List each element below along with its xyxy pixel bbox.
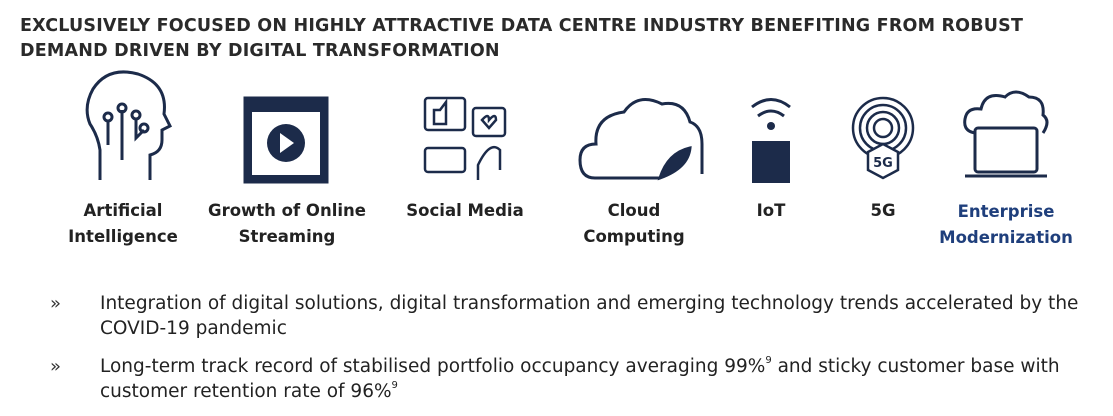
title-line: EXCLUSIVELY FOCUSED ON HIGHLY ATTRACTIVE… <box>20 16 1024 36</box>
bullet-text: Integration of digital solutions, digita… <box>100 291 1105 341</box>
icons: 5G <box>85 70 1049 184</box>
label-line: Artificial <box>83 201 163 220</box>
social-media-icon <box>423 96 507 180</box>
label-line: Computing <box>583 227 685 246</box>
label-line: IoT <box>756 201 786 220</box>
bullet-text: Long-term track record of stabilised por… <box>100 354 1105 404</box>
driver-label: 5G <box>788 198 978 224</box>
text: Long-term track record of stabilised por… <box>100 356 766 377</box>
label-line: Modernization <box>939 228 1073 247</box>
label-line: Growth of Online <box>208 201 366 220</box>
footnote-ref: 9 <box>391 380 398 391</box>
enterprise-icon <box>963 90 1049 178</box>
driver-label: Artificial Intelligence <box>28 198 218 250</box>
driver-label: Cloud Computing <box>539 198 729 250</box>
label-line: Intelligence <box>68 227 178 246</box>
title-line: DEMAND DRIVEN BY DIGITAL TRANSFORMATION <box>20 41 500 61</box>
driver-label: Enterprise Modernization <box>911 199 1101 251</box>
footnote-ref: 9 <box>765 355 772 366</box>
bullet-marker: » <box>50 293 62 314</box>
text: Integration of digital solutions, digita… <box>100 293 1079 339</box>
driver-label: Social Media <box>370 198 560 224</box>
label-line: Cloud <box>607 201 661 220</box>
text: and sticky customer base with customer r… <box>100 356 1060 402</box>
streaming-icon <box>243 96 329 184</box>
driver-label: Growth of Online Streaming <box>192 198 382 250</box>
label-line: Enterprise <box>957 202 1055 221</box>
title: EXCLUSIVELY FOCUSED ON HIGHLY ATTRACTIVE… <box>20 14 1023 64</box>
label-line: Social Media <box>406 201 524 220</box>
iot-icon <box>751 98 791 183</box>
label-line: Streaming <box>238 227 336 246</box>
cloud-icon <box>578 98 704 181</box>
bullet-marker: » <box>50 356 62 377</box>
driver-label: IoT <box>676 198 866 224</box>
5g-icon: 5G <box>851 96 915 180</box>
label-line: 5G <box>870 201 896 220</box>
ai-icon <box>85 70 173 180</box>
icon-5g-text: 5G <box>873 156 893 171</box>
